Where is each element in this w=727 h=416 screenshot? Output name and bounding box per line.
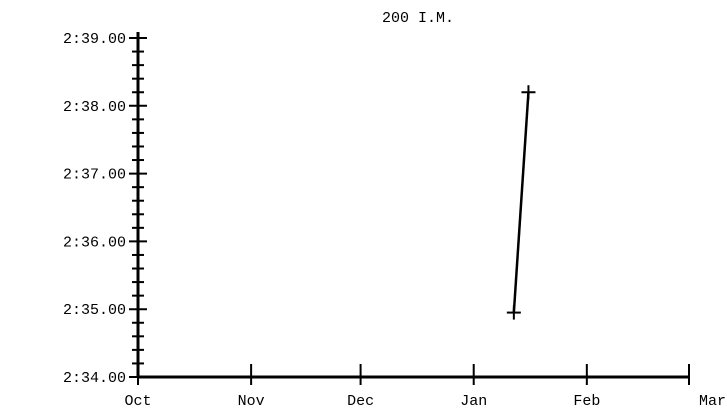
y-tick-label: 2:34.00 xyxy=(63,370,126,387)
series-line xyxy=(512,92,530,313)
chart-title: 200 I.M. xyxy=(382,10,454,27)
y-axis: 2:39.00 2:38.00 2:37.00 2:36.00 2:35.00 2:34.… xyxy=(63,31,147,387)
y-tick-label: 2:37.00 xyxy=(63,167,126,184)
data-point-marker xyxy=(506,305,521,320)
data-point-marker xyxy=(521,85,536,100)
x-tick-label: Nov xyxy=(238,393,265,410)
y-tick-label: 2:38.00 xyxy=(63,99,126,116)
x-tick-label: Oct xyxy=(124,393,151,410)
y-tick-label: 2:39.00 xyxy=(63,31,126,48)
x-tick-label: Dec xyxy=(347,393,374,410)
y-tick-label: 2:35.00 xyxy=(63,302,126,319)
series xyxy=(506,85,536,320)
x-tick-label: Mar xyxy=(699,393,726,410)
x-tick-label: Jan xyxy=(460,393,487,410)
x-tick-label: Feb xyxy=(573,393,600,410)
x-axis: Oct Nov Dec Jan Feb Mar xyxy=(124,364,726,410)
y-tick-label: 2:36.00 xyxy=(63,234,126,251)
